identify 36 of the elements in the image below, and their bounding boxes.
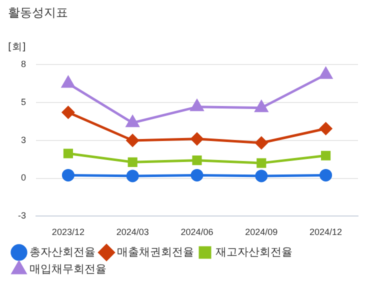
legend-label: 매입채무회전율 <box>30 262 106 276</box>
point <box>254 100 268 112</box>
y-tick-label: 3 <box>20 134 26 145</box>
point <box>63 148 73 158</box>
x-tick-label: 2024/06 <box>180 227 214 238</box>
x-tick-label: 2023/12 <box>52 227 84 238</box>
y-tick-label: 8 <box>20 58 26 69</box>
x-tick-label: 2024/12 <box>310 227 342 238</box>
legend-label: 매출채권회전율 <box>117 245 194 258</box>
y-tick-label: -3 <box>18 210 26 221</box>
point <box>190 132 204 146</box>
y-axis-title: [회] <box>8 42 26 53</box>
point <box>320 168 332 182</box>
point <box>256 158 266 168</box>
x-tick-label: 2024/09 <box>245 227 278 238</box>
point <box>320 122 332 135</box>
point <box>62 106 74 119</box>
y-tick-label: 0 <box>20 172 26 183</box>
point <box>128 157 138 167</box>
point <box>319 67 332 79</box>
chart-title: 활동성지표 <box>8 5 68 20</box>
point <box>321 150 331 160</box>
point <box>190 100 204 112</box>
point <box>62 168 74 182</box>
point <box>255 136 268 150</box>
point <box>192 156 202 166</box>
point <box>190 168 204 182</box>
legend-label: 총자산회전율 <box>30 245 96 258</box>
point <box>126 134 139 147</box>
legend-label: 재고자산회전율 <box>216 245 292 258</box>
y-tick-label: 5 <box>20 96 26 107</box>
point <box>126 116 140 128</box>
point <box>255 170 268 182</box>
point <box>126 170 139 182</box>
x-tick-label: 2024/03 <box>116 227 149 238</box>
point <box>62 76 75 88</box>
